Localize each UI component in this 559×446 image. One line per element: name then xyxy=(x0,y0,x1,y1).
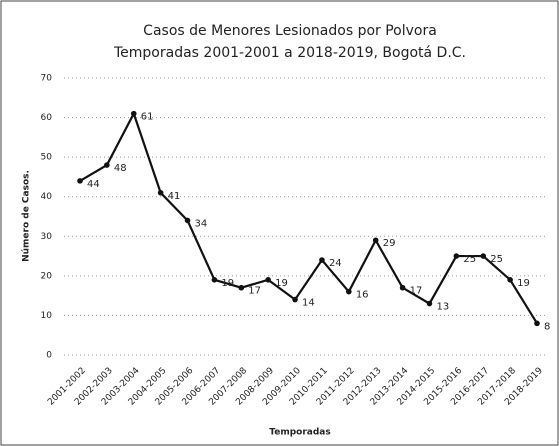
marker xyxy=(211,277,218,283)
data-label: 17 xyxy=(248,286,261,297)
marker xyxy=(453,253,460,259)
marker xyxy=(319,257,325,263)
data-label: 34 xyxy=(195,218,208,229)
marker xyxy=(77,178,83,184)
marker xyxy=(265,277,271,283)
y-tick-label: 20 xyxy=(41,271,53,281)
y-tick-label: 10 xyxy=(41,311,53,321)
data-label: 44 xyxy=(87,179,100,190)
y-tick-label: 50 xyxy=(41,153,53,163)
data-label: 8 xyxy=(544,321,550,332)
y-tick-label: 60 xyxy=(41,113,53,123)
marker xyxy=(399,284,406,291)
marker xyxy=(292,296,298,303)
y-tick-label: 40 xyxy=(41,192,53,202)
data-label: 19 xyxy=(275,278,288,289)
data-label: 25 xyxy=(463,254,476,265)
marker xyxy=(534,320,540,327)
data-label: 24 xyxy=(329,258,342,269)
data-label: 17 xyxy=(410,286,423,297)
y-tick-label: 70 xyxy=(41,74,53,84)
y-tick-label: 30 xyxy=(41,232,53,242)
marker xyxy=(184,217,191,224)
chart-subtitle: Temporadas 2001-2001 a 2018-2019, Bogotá… xyxy=(113,45,466,61)
marker xyxy=(157,189,164,196)
data-label: 19 xyxy=(221,278,234,289)
marker xyxy=(372,237,379,244)
data-label: 16 xyxy=(356,290,369,301)
y-axis-label: Número de Casos. xyxy=(22,170,32,262)
marker xyxy=(104,162,110,168)
data-label: 14 xyxy=(302,298,315,309)
marker xyxy=(426,300,433,307)
data-label: 41 xyxy=(168,191,181,202)
data-label: 48 xyxy=(114,163,127,174)
data-label: 25 xyxy=(490,254,503,265)
data-label: 29 xyxy=(383,238,396,249)
marker xyxy=(238,284,245,291)
line xyxy=(79,110,538,324)
marker xyxy=(480,253,487,259)
marker xyxy=(346,288,352,295)
data-label: 19 xyxy=(517,278,530,289)
data-label: 13 xyxy=(436,302,449,313)
marker xyxy=(507,277,513,283)
y-tick-label: 0 xyxy=(46,351,52,361)
x-axis-label: Temporadas xyxy=(269,428,330,438)
marker xyxy=(130,110,137,117)
data-label: 61 xyxy=(141,112,154,123)
chart-title: Casos de Menores Lesionados por Polvora xyxy=(143,23,437,39)
